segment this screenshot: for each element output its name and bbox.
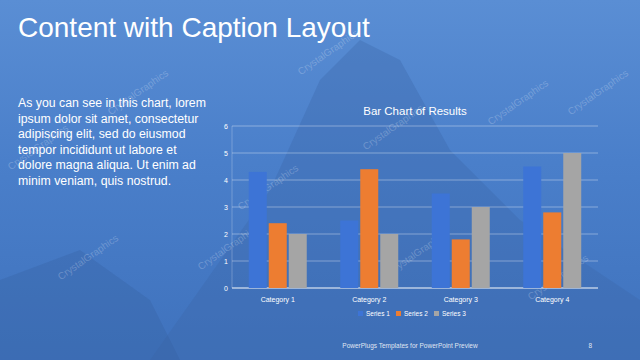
x-tick-label: Category 4	[535, 296, 569, 304]
grid-line	[232, 207, 598, 208]
y-tick-label: 4	[224, 177, 228, 184]
bar	[563, 153, 581, 288]
watermark: CrystalGraphics	[236, 162, 301, 212]
grid-line	[232, 153, 598, 154]
y-tick-label: 1	[224, 258, 228, 265]
background-rock	[0, 250, 180, 360]
legend-swatch	[396, 311, 401, 316]
x-tick-label: Category 2	[352, 296, 386, 304]
bar	[289, 234, 307, 288]
bar	[472, 207, 490, 288]
slide-title: Content with Caption Layout	[18, 12, 370, 44]
watermark: CrystalGraphics	[566, 67, 631, 117]
caption: As you can see in this chart, lorem ipsu…	[18, 96, 208, 190]
legend-label: Series 2	[404, 310, 428, 317]
grid-line	[232, 261, 598, 262]
x-axis	[232, 288, 598, 289]
grid-line	[232, 288, 598, 289]
footer: PowerPlugs Templates for PowerPoint Prev…	[342, 342, 478, 350]
y-tick-label: 6	[224, 123, 228, 130]
grid-line	[232, 234, 598, 235]
bar	[269, 223, 287, 288]
grid-line	[232, 126, 598, 127]
bar	[452, 239, 470, 288]
x-tick-label: Category 1	[261, 296, 295, 304]
slide: CrystalGraphics CrystalGraphics CrystalGra…	[0, 0, 640, 360]
bar	[380, 234, 398, 288]
legend-swatch	[434, 311, 439, 316]
bars	[249, 153, 582, 288]
y-tick-label: 2	[224, 231, 228, 238]
bar	[543, 212, 561, 288]
bar	[432, 194, 450, 289]
page-number: 8	[588, 342, 592, 349]
legend-swatch	[358, 311, 363, 316]
x-tick-label: Category 3	[444, 296, 478, 304]
bar	[360, 169, 378, 288]
grid-line	[232, 180, 598, 181]
legend-label: Series 3	[442, 310, 466, 317]
watermark: CrystalGraphics	[486, 77, 551, 127]
watermark: CrystalGraphics	[56, 232, 121, 282]
bar	[523, 167, 541, 289]
legend-label: Series 1	[366, 310, 390, 317]
bar	[340, 221, 358, 289]
bar	[249, 172, 267, 288]
y-tick-label: 0	[224, 285, 228, 292]
background-mountain	[150, 40, 640, 360]
chart-title: Bar Chart of Results	[363, 105, 467, 117]
y-tick-label: 3	[224, 204, 228, 211]
y-tick-label: 5	[224, 150, 228, 157]
y-axis	[232, 126, 233, 288]
